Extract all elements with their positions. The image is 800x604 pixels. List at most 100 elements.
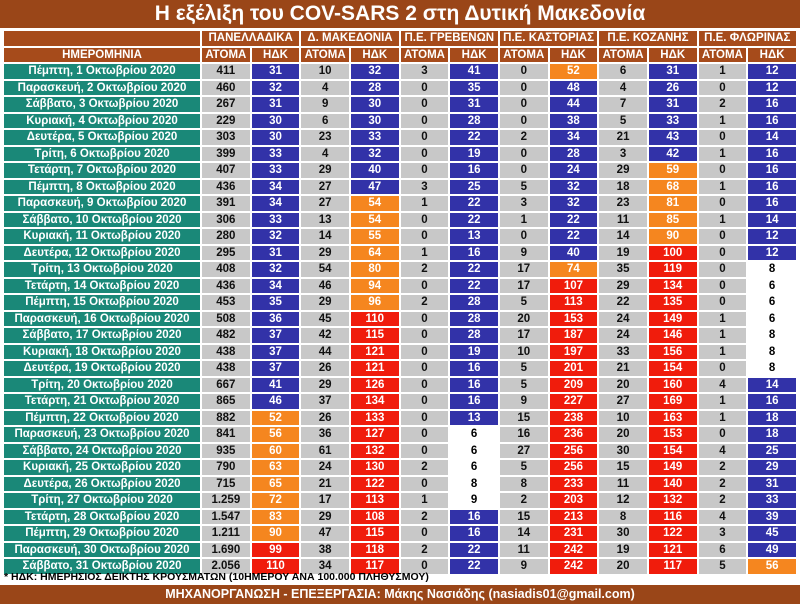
cell-hdk: 197 [549, 344, 598, 359]
row-date: Δευτέρα, 26 Οκτωβρίου 2020 [4, 476, 200, 491]
cell-hdk: 85 [648, 212, 697, 227]
cell-hdk: 8 [748, 328, 796, 343]
cell-hdk: 45 [748, 526, 796, 541]
cell-atoma: 0 [698, 361, 747, 376]
cell-hdk: 6 [748, 278, 796, 293]
cell-hdk: 8 [450, 476, 498, 491]
cell-hdk: 160 [648, 377, 697, 392]
cell-atoma: 9 [301, 97, 349, 112]
cell-hdk: 52 [549, 64, 598, 79]
cell-atoma: 2 [400, 295, 449, 310]
cell-hdk: 117 [648, 559, 697, 574]
table-row: Σάββατο, 10 Οκτωβρίου 2020 306 33 13 54 0 22 1 2… [4, 212, 796, 227]
cell-atoma: 0 [698, 196, 747, 211]
cell-atoma: 0 [400, 163, 449, 178]
cell-atoma: 438 [202, 344, 250, 359]
sub-header-atoma: ΑΤΟΜΑ [400, 47, 449, 62]
cell-atoma: 10 [599, 410, 647, 425]
cell-hdk: 149 [648, 311, 697, 326]
cell-hdk: 30 [350, 97, 399, 112]
sub-header-atoma: ΑΤΟΜΑ [499, 47, 548, 62]
cell-atoma: 54 [301, 262, 349, 277]
cell-atoma: 0 [400, 278, 449, 293]
cell-atoma: 44 [301, 344, 349, 359]
cell-atoma: 399 [202, 146, 250, 161]
cell-atoma: 0 [698, 245, 747, 260]
cell-hdk: 113 [350, 493, 399, 508]
cell-hdk: 12 [748, 245, 796, 260]
cell-hdk: 28 [450, 311, 498, 326]
cell-atoma: 34 [301, 559, 349, 574]
cell-hdk: 16 [748, 146, 796, 161]
cell-hdk: 9 [450, 493, 498, 508]
cell-atoma: 1.211 [202, 526, 250, 541]
sub-header-atoma: ΑΤΟΜΑ [698, 47, 747, 62]
cell-hdk: 209 [549, 377, 598, 392]
row-date: Τρίτη, 13 Οκτωβρίου 2020 [4, 262, 200, 277]
cell-hdk: 12 [748, 229, 796, 244]
cell-hdk: 154 [648, 443, 697, 458]
cell-atoma: 0 [698, 229, 747, 244]
cell-hdk: 201 [549, 361, 598, 376]
cell-hdk: 16 [450, 377, 498, 392]
cell-hdk: 22 [450, 559, 498, 574]
cell-atoma: 3 [599, 146, 647, 161]
cell-hdk: 127 [350, 427, 399, 442]
row-date: Κυριακή, 11 Οκτωβρίου 2020 [4, 229, 200, 244]
table-row: Σάββατο, 31 Οκτωβρίου 2020 2.056 110 34 117 0… [4, 559, 796, 574]
cell-hdk: 37 [251, 328, 300, 343]
cell-hdk: 56 [251, 427, 300, 442]
cell-atoma: 0 [499, 113, 548, 128]
table-row: Τετάρτη, 7 Οκτωβρίου 2020 407 33 29 40 0 16 0 24… [4, 163, 796, 178]
cell-atoma: 11 [499, 542, 548, 557]
cell-hdk: 30 [251, 130, 300, 145]
cell-atoma: 46 [301, 278, 349, 293]
cell-atoma: 0 [400, 344, 449, 359]
cell-atoma: 0 [499, 163, 548, 178]
cell-hdk: 163 [648, 410, 697, 425]
cell-atoma: 29 [301, 295, 349, 310]
cell-atoma: 27 [301, 196, 349, 211]
cell-atoma: 29 [301, 163, 349, 178]
cell-atoma: 5 [499, 179, 548, 194]
cell-atoma: 4 [599, 80, 647, 95]
table-row: Πέμπτη, 1 Οκτωβρίου 2020 411 31 10 32 3 41 0 52 6… [4, 64, 796, 79]
cell-hdk: 32 [350, 146, 399, 161]
cell-hdk: 242 [549, 542, 598, 557]
cell-atoma: 27 [499, 443, 548, 458]
cell-atoma: 5 [499, 460, 548, 475]
cell-hdk: 32 [251, 262, 300, 277]
cell-atoma: 1 [400, 245, 449, 260]
table-row: Σάββατο, 3 Οκτωβρίου 2020 267 31 9 30 0 31 0 44 7… [4, 97, 796, 112]
cell-hdk: 153 [648, 427, 697, 442]
cell-atoma: 19 [599, 245, 647, 260]
cell-atoma: 280 [202, 229, 250, 244]
cell-hdk: 32 [350, 64, 399, 79]
row-date: Τετάρτη, 21 Οκτωβρίου 2020 [4, 394, 200, 409]
cell-atoma: 0 [698, 163, 747, 178]
cell-atoma: 20 [599, 377, 647, 392]
row-date: Πέμπτη, 8 Οκτωβρίου 2020 [4, 179, 200, 194]
cell-hdk: 134 [648, 278, 697, 293]
cell-atoma: 2 [698, 97, 747, 112]
cell-hdk: 31 [748, 476, 796, 491]
cell-hdk: 187 [549, 328, 598, 343]
cell-hdk: 16 [748, 196, 796, 211]
table-row: Σάββατο, 24 Οκτωβρίου 2020 935 60 61 132 0 6 27… [4, 443, 796, 458]
cell-atoma: 715 [202, 476, 250, 491]
cell-atoma: 2 [698, 460, 747, 475]
cell-atoma: 1 [698, 64, 747, 79]
row-date: Δευτέρα, 19 Οκτωβρίου 2020 [4, 361, 200, 376]
row-date: Τρίτη, 20 Οκτωβρίου 2020 [4, 377, 200, 392]
cell-hdk: 16 [748, 394, 796, 409]
row-date: Σάββατο, 31 Οκτωβρίου 2020 [4, 559, 200, 574]
row-date: Παρασκευή, 2 Οκτωβρίου 2020 [4, 80, 200, 95]
cell-atoma: 2 [499, 130, 548, 145]
cell-hdk: 64 [350, 245, 399, 260]
cell-atoma: 15 [499, 509, 548, 524]
row-date: Σάββατο, 10 Οκτωβρίου 2020 [4, 212, 200, 227]
cell-atoma: 0 [499, 64, 548, 79]
cell-hdk: 16 [450, 163, 498, 178]
cell-hdk: 56 [748, 559, 796, 574]
cell-atoma: 4 [698, 377, 747, 392]
